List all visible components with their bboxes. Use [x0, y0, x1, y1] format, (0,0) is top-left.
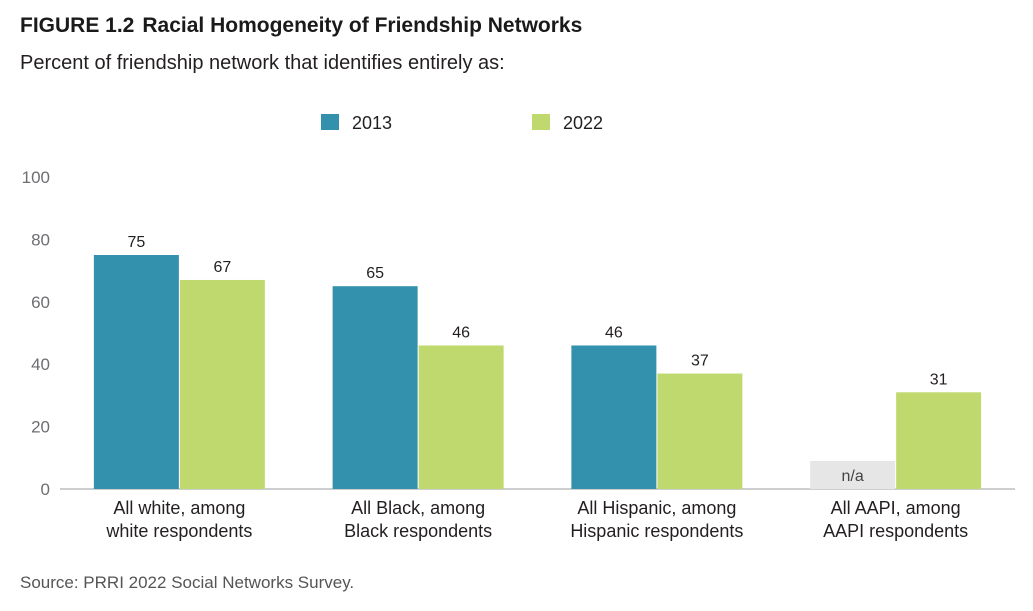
bar-2022 [418, 345, 504, 489]
y-tick-label: 20 [31, 418, 50, 437]
y-tick-label: 80 [31, 230, 50, 249]
legend-swatch-2022 [532, 114, 550, 130]
category-label: All white, among [113, 498, 245, 518]
bar-2022 [179, 279, 265, 489]
legend-label: 2013 [352, 113, 392, 133]
bar-value-label: 75 [127, 234, 145, 251]
bar-na-label: n/a [842, 468, 864, 485]
bar-na-2013 [810, 461, 896, 489]
bar-2022 [896, 392, 982, 489]
y-tick-label: 0 [41, 480, 50, 499]
y-tick-label: 60 [31, 293, 50, 312]
figure-title-text: Racial Homogeneity of Friendship Network… [142, 14, 583, 37]
category-label: white respondents [105, 521, 252, 541]
category-label: Black respondents [344, 521, 492, 541]
bar-2013 [93, 255, 179, 489]
bar-value-label: 46 [605, 324, 623, 341]
bar-value-label: 65 [366, 265, 384, 282]
figure-subtitle: Percent of friendship network that ident… [20, 52, 505, 74]
bar-2013 [332, 286, 418, 489]
legend-label: 2022 [563, 113, 603, 133]
bar-value-label: 37 [691, 353, 709, 370]
figure-number: FIGURE 1.2 [20, 14, 135, 37]
category-label: All AAPI, among [831, 498, 961, 518]
category-label: Hispanic respondents [570, 521, 743, 541]
bar-value-label: 46 [452, 324, 470, 341]
category-label: All Hispanic, among [577, 498, 736, 518]
figure-source: Source: PRRI 2022 Social Networks Survey… [20, 573, 355, 592]
category-label: AAPI respondents [823, 521, 968, 541]
figure-title: FIGURE 1.2 Racial Homogeneity of Friendsh… [20, 14, 582, 38]
bar-2022 [657, 373, 743, 489]
bar-2013 [571, 345, 657, 489]
bar-value-label: 67 [213, 259, 231, 276]
bar-value-label: 31 [930, 371, 948, 388]
y-tick-label: 100 [22, 168, 50, 187]
legend-swatch-2013 [321, 114, 339, 130]
y-tick-label: 40 [31, 355, 50, 374]
category-label: All Black, among [351, 498, 485, 518]
